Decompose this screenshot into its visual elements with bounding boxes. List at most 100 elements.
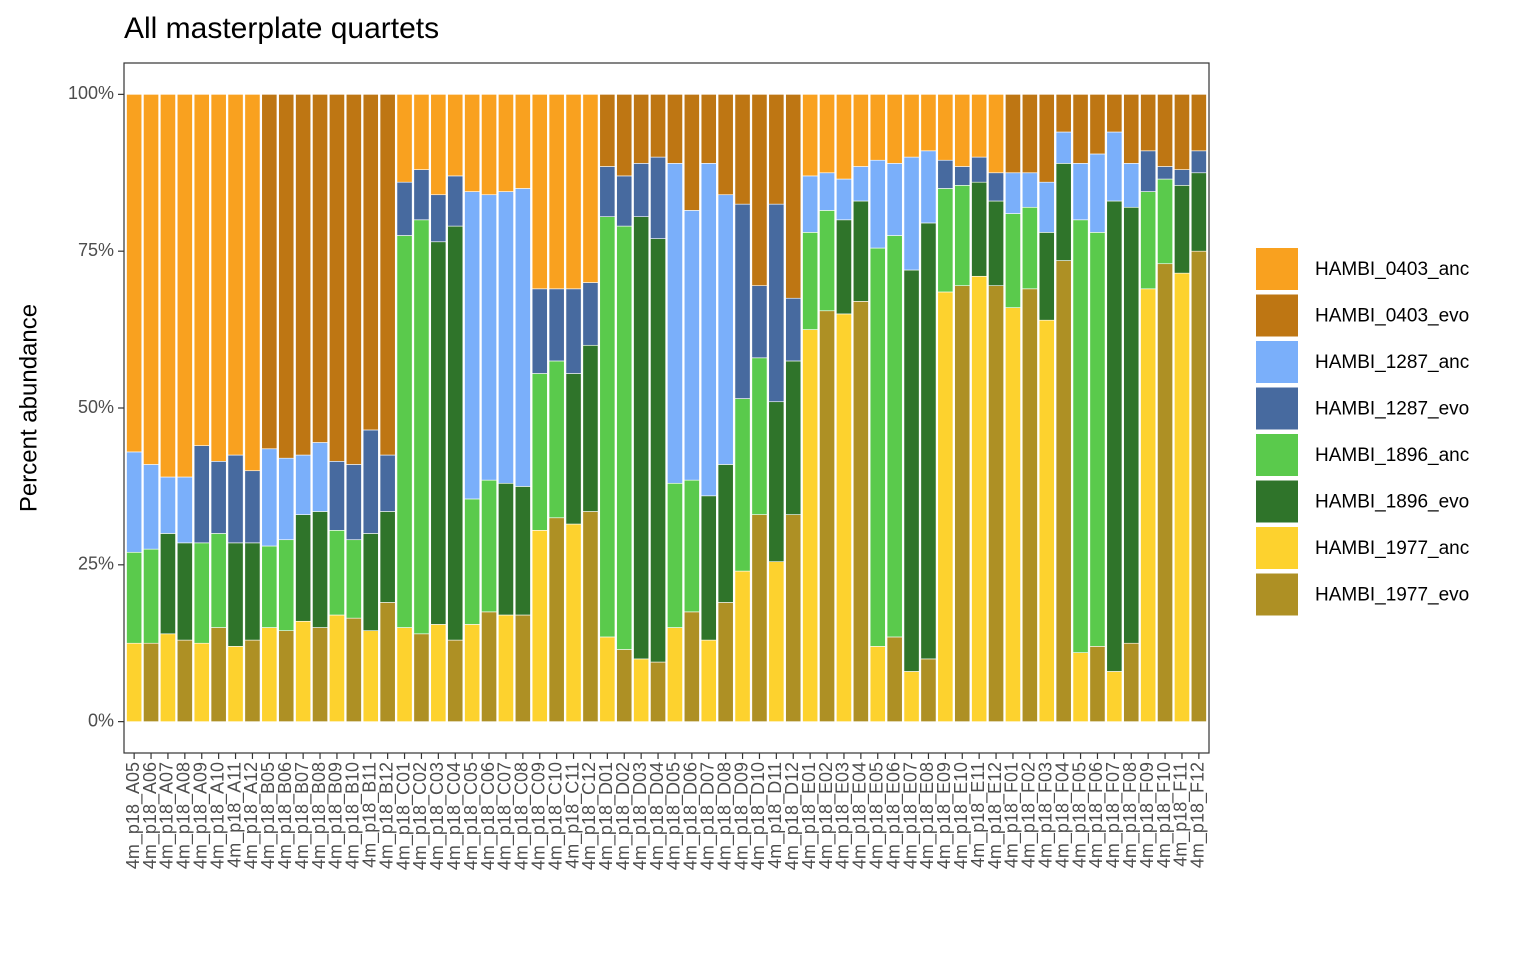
bar-segment	[160, 476, 176, 534]
x-tick-label: 4m_p18_A10	[207, 762, 228, 869]
bar-segment	[514, 94, 531, 189]
bar-segment	[1089, 232, 1106, 647]
x-tick-label: 4m_p18_F12	[1188, 762, 1209, 868]
x-tick-label: 4m_p18_C08	[512, 762, 533, 870]
bar-segment	[768, 561, 785, 722]
bar-segment	[954, 94, 971, 167]
bar-segment	[447, 639, 464, 722]
bar-segment	[261, 448, 278, 547]
bar-segment	[819, 210, 835, 312]
bar-segment	[1072, 219, 1089, 653]
bar-segment	[1055, 94, 1072, 133]
bar-segment	[633, 216, 650, 660]
bar-segment	[920, 150, 937, 224]
x-tick-label: 4m_p18_D08	[714, 762, 735, 870]
bar-segment	[295, 620, 312, 722]
bar-segment	[481, 479, 497, 613]
bar-segment	[836, 178, 852, 221]
x-tick-label: 4m_p18_D12	[782, 762, 803, 870]
x-tick-label: 4m_p18_E05	[867, 762, 888, 869]
bar-segment	[143, 94, 159, 465]
bar-segment	[971, 181, 988, 277]
bar-segment	[143, 642, 159, 722]
legend-label: HAMBI_0403_evo	[1315, 306, 1469, 327]
bar-segment	[1089, 153, 1106, 233]
bar-segment	[210, 627, 227, 722]
bar-segment	[1021, 94, 1038, 174]
bar-segment	[667, 627, 683, 722]
bar-segment	[531, 94, 548, 290]
bar-segment	[886, 163, 903, 236]
bar-segment	[886, 235, 903, 638]
bar-segment	[751, 285, 768, 359]
legend-label: HAMBI_1287_anc	[1315, 352, 1469, 373]
bar-segment	[1174, 94, 1190, 170]
legend-swatch	[1256, 573, 1298, 616]
bar-segment	[869, 646, 886, 722]
legend-swatch	[1256, 434, 1298, 476]
bar-segment	[717, 194, 734, 465]
x-tick-label: 4m_p18_B06	[275, 762, 296, 869]
legend-label: HAMBI_1896_anc	[1315, 445, 1469, 466]
bar-segment	[988, 94, 1004, 174]
bar-segment	[717, 464, 734, 603]
bar-segment	[1055, 260, 1072, 722]
bar-segment	[1174, 272, 1190, 722]
bar-segment	[751, 514, 768, 722]
x-tick-label: 4m_p18_B09	[326, 762, 347, 869]
bar-segment	[667, 94, 683, 164]
bar-segment	[1005, 172, 1021, 214]
x-tick-label: 4m_p18_D02	[613, 762, 634, 870]
bar-segment	[616, 94, 633, 177]
bar-segment	[193, 642, 210, 722]
bar-segment	[1038, 319, 1055, 722]
bar-segment	[937, 291, 954, 722]
legend-swatch	[1256, 387, 1298, 430]
x-tick-label: 4m_p18_A09	[190, 762, 211, 869]
bar-segment	[379, 94, 396, 456]
bar-segment	[683, 611, 700, 722]
bar-segment	[1174, 185, 1190, 274]
x-tick-label: 4m_p18_A07	[157, 762, 178, 869]
bar-segment	[396, 94, 413, 183]
bar-segment	[1140, 288, 1157, 722]
bar-segment	[1106, 200, 1123, 672]
bar-segment	[734, 203, 751, 399]
bar-segment	[1157, 166, 1173, 180]
bar-segment	[430, 194, 447, 243]
bar-segment	[565, 523, 582, 722]
bar-segment	[531, 530, 548, 722]
legend-swatch	[1256, 294, 1298, 337]
bar-segment	[971, 94, 988, 158]
bar-segment	[700, 495, 717, 641]
bar-segment	[1089, 94, 1106, 155]
legend-swatch	[1256, 341, 1298, 383]
bar-segment	[1072, 652, 1089, 722]
legend-label: HAMBI_1977_evo	[1315, 585, 1469, 606]
bar-segment	[176, 476, 193, 544]
bar-segment	[295, 94, 312, 456]
bar-segment	[785, 297, 802, 362]
bar-segment	[1190, 172, 1207, 252]
bar-segment	[176, 542, 193, 641]
bar-segment	[447, 94, 464, 177]
bar-segment	[1140, 150, 1157, 192]
y-axis-title: Percent abundance	[15, 304, 42, 512]
x-tick-label: 4m_p18_B08	[309, 762, 330, 869]
bar-segment	[244, 470, 261, 544]
bar-segment	[633, 163, 650, 217]
bar-segment	[193, 94, 210, 446]
x-tick-label: 4m_p18_D11	[765, 762, 786, 869]
bar-segment	[633, 94, 650, 164]
bar-segment	[1021, 206, 1038, 290]
bar-segment	[971, 275, 988, 722]
y-tick-label: 0%	[88, 710, 114, 730]
bar-segment	[920, 658, 937, 722]
x-tick-label: 4m_p18_E02	[816, 762, 837, 869]
legend-swatch	[1256, 480, 1298, 523]
x-tick-label: 4m_p18_E07	[900, 762, 921, 869]
bar-segment	[244, 542, 261, 641]
bar-segment	[988, 285, 1004, 722]
bar-segment	[312, 627, 328, 722]
bar-segment	[768, 203, 785, 403]
